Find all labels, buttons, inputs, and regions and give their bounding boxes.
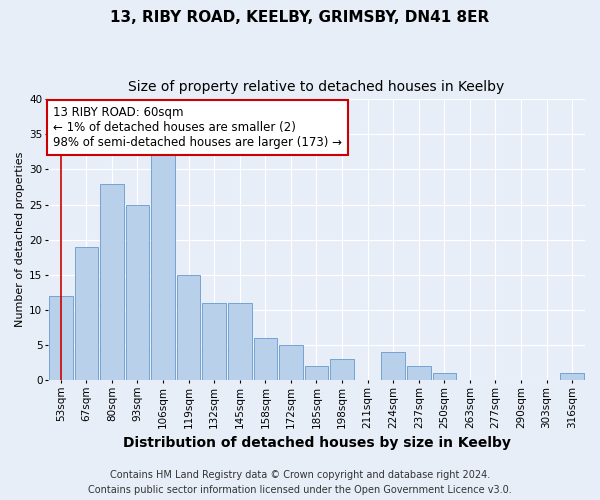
Bar	[202, 303, 226, 380]
Bar	[279, 345, 302, 380]
Text: 13, RIBY ROAD, KEELBY, GRIMSBY, DN41 8ER: 13, RIBY ROAD, KEELBY, GRIMSBY, DN41 8ER	[110, 10, 490, 25]
Bar	[151, 156, 175, 380]
Text: Contains HM Land Registry data © Crown copyright and database right 2024.
Contai: Contains HM Land Registry data © Crown c…	[88, 470, 512, 495]
Bar	[254, 338, 277, 380]
Bar	[330, 359, 354, 380]
Bar	[560, 373, 584, 380]
Bar	[177, 274, 200, 380]
Title: Size of property relative to detached houses in Keelby: Size of property relative to detached ho…	[128, 80, 505, 94]
X-axis label: Distribution of detached houses by size in Keelby: Distribution of detached houses by size …	[122, 436, 511, 450]
Bar	[126, 204, 149, 380]
Bar	[74, 246, 98, 380]
Bar	[382, 352, 405, 380]
Bar	[100, 184, 124, 380]
Text: 13 RIBY ROAD: 60sqm
← 1% of detached houses are smaller (2)
98% of semi-detached: 13 RIBY ROAD: 60sqm ← 1% of detached hou…	[53, 106, 343, 150]
Bar	[433, 373, 456, 380]
Bar	[49, 296, 73, 380]
Y-axis label: Number of detached properties: Number of detached properties	[15, 152, 25, 328]
Bar	[407, 366, 431, 380]
Bar	[228, 303, 251, 380]
Bar	[305, 366, 328, 380]
